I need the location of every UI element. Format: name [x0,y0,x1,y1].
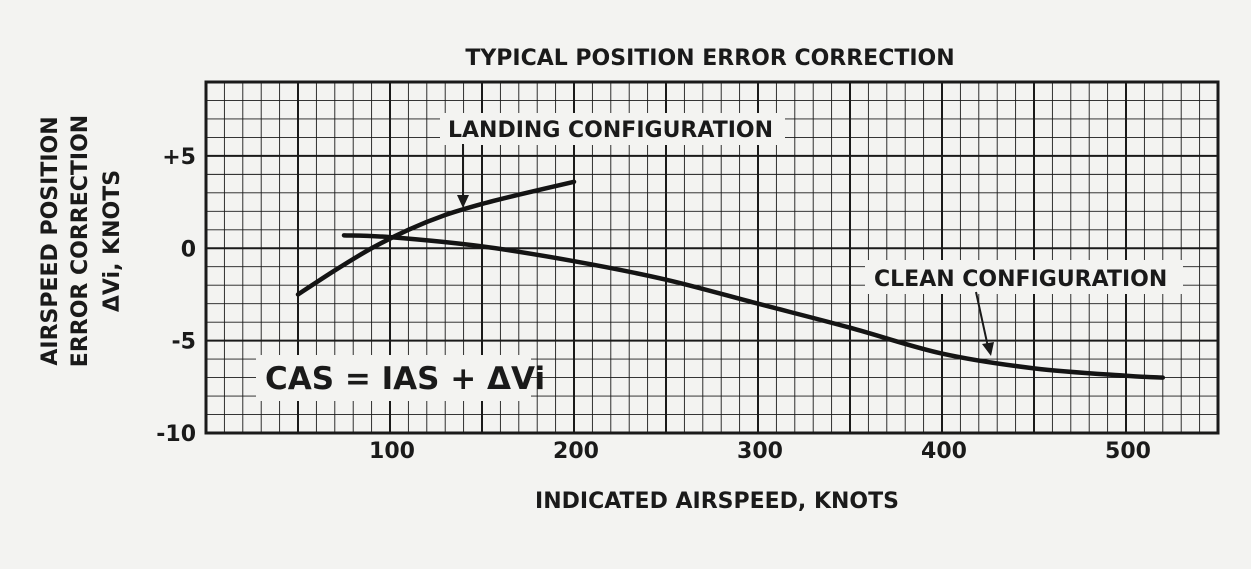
x-tick-label: 500 [1105,439,1151,464]
plot-frame [204,80,1220,435]
y-tick-label: 0 [181,237,196,262]
x-axis-label: INDICATED AIRSPEED, KNOTS [535,489,899,514]
x-tick-label: 100 [369,439,415,464]
y-axis-label-line-3: ΔVi, KNOTS [100,170,125,312]
y-tick-label: -5 [172,330,196,355]
formula-box [256,355,531,401]
y-axis-label-line-2: ERROR CORRECTION [68,115,93,367]
landing-label-box [440,113,785,145]
x-tick-label: 300 [737,439,783,464]
landing-configuration-label: LANDING CONFIGURATION [448,118,773,143]
chart-title: TYPICAL POSITION ERROR CORRECTION [465,46,954,71]
x-tick-label: 200 [553,439,599,464]
clean-arrowhead [982,342,994,356]
y-axis-label-line-1: AIRSPEED POSITION [38,116,63,365]
landing-arrowhead [457,195,469,208]
x-tick-label: 400 [921,439,967,464]
clean-pointer [975,291,989,348]
clean-label-box [865,260,1183,294]
series-line-clean [341,233,1166,380]
clean-configuration-label: CLEAN CONFIGURATION [874,267,1167,292]
y-tick-label: +5 [162,145,196,170]
series-line-landing [295,179,577,297]
y-tick-label: -10 [156,422,196,447]
cas-formula: CAS = IAS + ΔVi [265,361,545,397]
